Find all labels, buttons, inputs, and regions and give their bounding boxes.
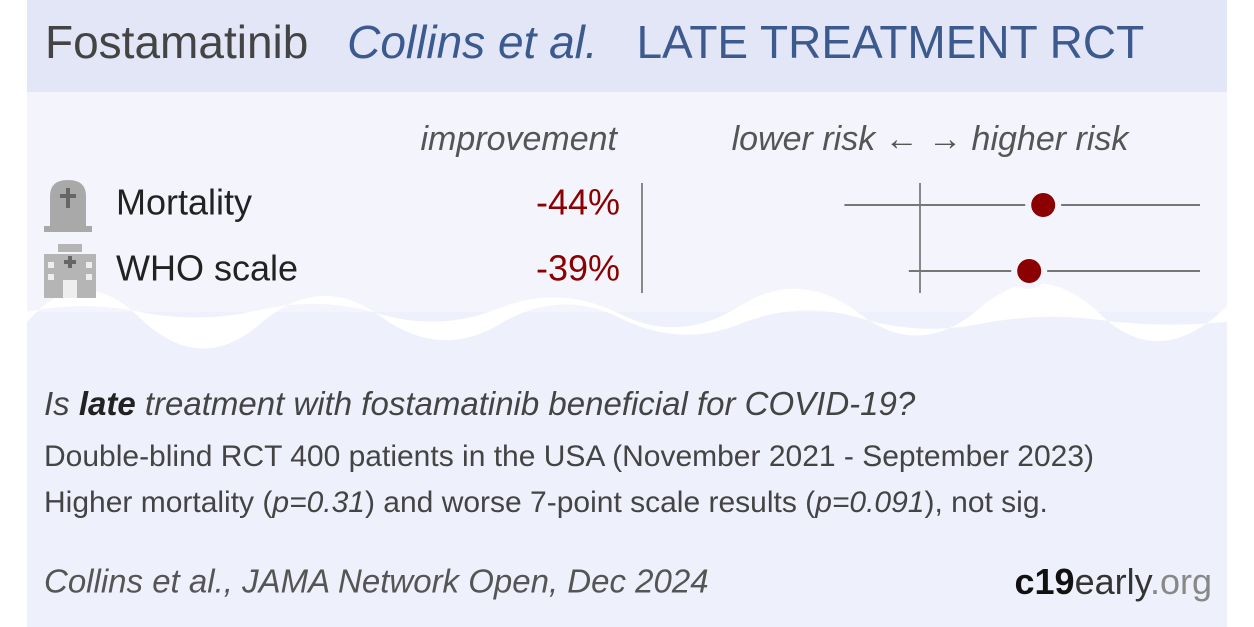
question-emphasis: late — [79, 385, 136, 422]
header-band — [27, 0, 1227, 92]
study-name: Collins et al. — [347, 16, 598, 68]
result-text: Higher mortality ( — [44, 486, 272, 519]
logo-part: c19 — [1015, 561, 1075, 602]
result: Higher mortality (p=0.31) and worse 7-po… — [44, 486, 1048, 519]
p-value: p=0.31 — [271, 486, 365, 519]
grave-icon — [44, 180, 92, 232]
improvement-label: -39% — [536, 248, 620, 289]
citation: Collins et al., JAMA Network Open, Dec 2… — [44, 563, 709, 600]
point-estimate — [1031, 193, 1056, 217]
study-label: LATE TREATMENT RCT — [636, 16, 1144, 68]
logo-part: early — [1075, 561, 1153, 602]
logo-part: .org — [1150, 561, 1212, 602]
row-label: WHO scale — [116, 248, 298, 289]
improvement-label: -44% — [536, 182, 620, 223]
column-header: improvement — [420, 120, 618, 158]
hospital-icon — [44, 244, 96, 298]
header-title: Fostamatinib Collins et al. LATE TREATME… — [45, 16, 1144, 68]
question: Is late treatment with fostamatinib bene… — [44, 385, 916, 422]
question-text: Is — [44, 385, 79, 422]
point-estimate — [1017, 259, 1042, 283]
logo: c19early.org — [1015, 561, 1212, 602]
result-text: ) and worse 7-point scale results ( — [365, 486, 815, 519]
tear-edge — [27, 283, 1227, 349]
drug-name: Fostamatinib — [45, 16, 308, 68]
design: Double-blind RCT 400 patients in the USA… — [44, 440, 1094, 473]
p-value: p=0.091 — [814, 486, 924, 519]
question-text: treatment with fostamatinib beneficial f… — [136, 385, 916, 422]
result-text: ), not sig. — [924, 486, 1047, 519]
row-label: Mortality — [116, 182, 252, 223]
column-header: lower risk ← → higher risk — [732, 120, 1131, 158]
